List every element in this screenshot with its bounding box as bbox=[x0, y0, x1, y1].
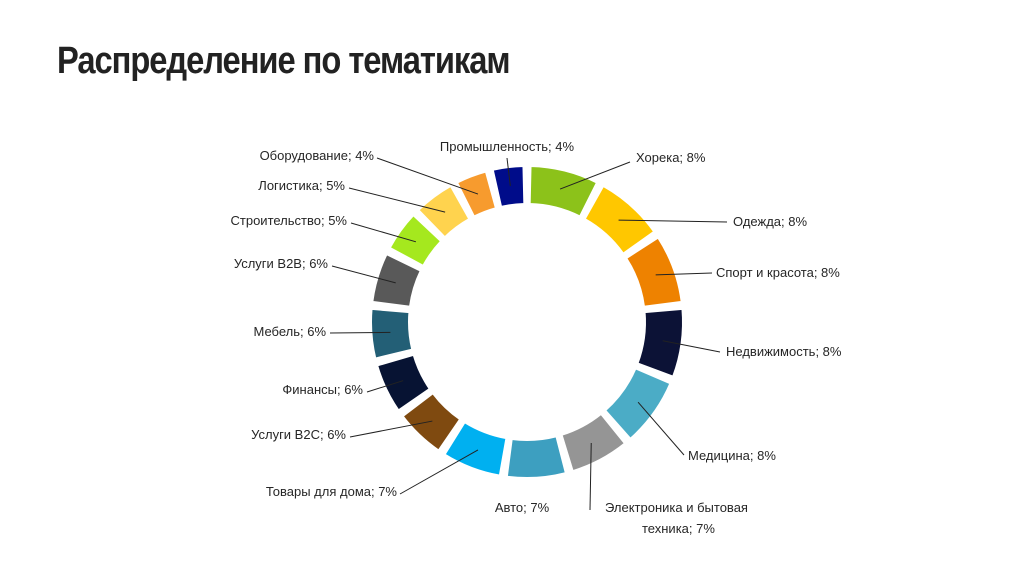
slice-label-16: Промышленность; 4% bbox=[440, 139, 575, 154]
donut-slice-8 bbox=[443, 420, 508, 477]
slice-label-8: Товары для дома; 7% bbox=[266, 484, 398, 499]
leader-line-8 bbox=[399, 449, 479, 495]
donut-slice-16 bbox=[491, 165, 526, 209]
donut-slice-9 bbox=[401, 391, 462, 452]
slice-label-6: Электроника и бытовая техника; 7% bbox=[605, 500, 748, 536]
slice-label-14: Логистика; 5% bbox=[258, 178, 345, 193]
leader-line-13 bbox=[350, 222, 417, 243]
slice-label-7: Авто; 7% bbox=[495, 500, 550, 515]
donut-slice-1 bbox=[528, 165, 599, 218]
slice-label-2: Одежда; 8% bbox=[733, 214, 807, 229]
data-labels: Хорека; 8% Одежда; 8% Спорт и красота; 8% Н… bbox=[231, 139, 842, 536]
leader-line-9 bbox=[349, 420, 433, 438]
leader-line-6 bbox=[589, 442, 592, 511]
page-title: Распределение по тематикам bbox=[57, 40, 511, 82]
donut-slice-5 bbox=[603, 367, 672, 441]
leader-line-2 bbox=[618, 219, 728, 223]
donut-slice-3 bbox=[624, 236, 683, 308]
slice-label-4: Недвижимость; 8% bbox=[726, 344, 842, 359]
slice-label-11: Мебель; 6% bbox=[253, 324, 326, 339]
leader-lines bbox=[329, 157, 728, 511]
donut-slice-4 bbox=[636, 307, 684, 379]
slice-label-1: Хорека; 8% bbox=[636, 150, 706, 165]
slice-label-10: Финансы; 6% bbox=[282, 382, 363, 397]
leader-line-3 bbox=[655, 272, 713, 276]
donut-slice-12 bbox=[371, 252, 423, 308]
leader-line-14 bbox=[348, 187, 446, 213]
slice-label-15: Оборудование; 4% bbox=[260, 148, 375, 163]
leader-line-12 bbox=[331, 265, 396, 284]
donut-slice-10 bbox=[375, 353, 432, 412]
donut-slice-6 bbox=[560, 412, 627, 473]
donut-slice-11 bbox=[370, 307, 414, 360]
slice-label-3: Спорт и красота; 8% bbox=[716, 265, 840, 280]
slice-label-9: Услуги B2C; 6% bbox=[251, 427, 346, 442]
leader-line-4 bbox=[662, 340, 721, 353]
donut-slice-7 bbox=[505, 435, 568, 479]
leader-line-16 bbox=[506, 157, 511, 187]
leader-line-15 bbox=[376, 157, 479, 195]
slice-label-13: Строительство; 5% bbox=[231, 213, 348, 228]
leader-line-5 bbox=[637, 401, 685, 456]
slice-label-5: Медицина; 8% bbox=[688, 448, 776, 463]
leader-line-11 bbox=[329, 331, 391, 334]
slice-label-12: Услуги B2B; 6% bbox=[234, 256, 329, 271]
donut-slices bbox=[370, 165, 684, 479]
leader-line-1 bbox=[559, 161, 631, 190]
leader-line-10 bbox=[366, 380, 404, 393]
